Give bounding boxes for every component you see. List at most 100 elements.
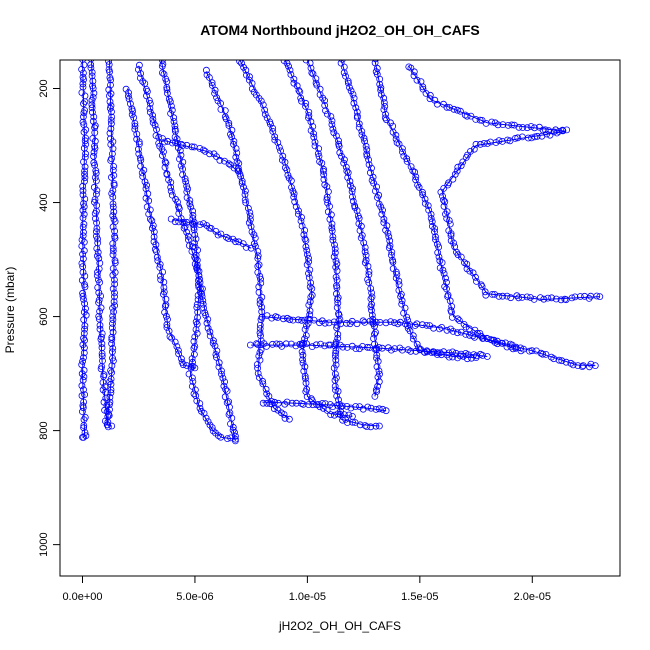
series-2 (103, 60, 119, 429)
data-point (333, 324, 341, 332)
data-point (446, 104, 454, 111)
data-point (368, 164, 375, 172)
series-16 (159, 135, 244, 178)
data-point (188, 374, 196, 382)
data-point (90, 148, 98, 156)
data-point (562, 358, 570, 366)
data-point (330, 411, 338, 419)
data-point (439, 192, 446, 200)
data-point (413, 320, 421, 328)
data-point (202, 66, 210, 74)
data-point (91, 174, 99, 181)
data-point (80, 113, 87, 121)
data-point (370, 335, 377, 342)
data-point (79, 292, 87, 300)
data-point (495, 292, 503, 300)
data-point (349, 418, 356, 426)
data-point (435, 253, 443, 261)
data-point (393, 271, 401, 278)
data-point (196, 144, 204, 152)
data-point (87, 61, 95, 69)
data-point (528, 134, 535, 142)
data-point (146, 105, 154, 112)
data-point (375, 405, 383, 413)
data-point (537, 294, 544, 302)
data-point (129, 107, 137, 115)
data-point (348, 342, 356, 350)
data-point (103, 421, 111, 429)
data-point (90, 89, 98, 97)
data-point (371, 345, 379, 353)
data-point (80, 203, 88, 211)
data-point (434, 249, 442, 257)
data-point (306, 315, 314, 323)
data-point (256, 325, 264, 332)
data-point (427, 214, 435, 222)
data-point (171, 338, 179, 346)
data-point (294, 316, 302, 324)
data-point (286, 66, 294, 74)
data-point (91, 124, 98, 132)
data-point (503, 292, 511, 300)
data-point (110, 171, 118, 179)
data-point (309, 70, 317, 78)
data-point (206, 328, 214, 336)
data-point (334, 387, 342, 395)
data-point (261, 106, 269, 114)
data-point (350, 94, 358, 102)
data-point (462, 330, 470, 338)
data-point (333, 260, 341, 268)
data-point (523, 124, 531, 132)
data-point (163, 323, 171, 331)
data-point (331, 352, 339, 360)
data-point (202, 311, 210, 319)
data-point (150, 228, 158, 236)
data-point (576, 293, 584, 300)
data-point (163, 321, 171, 329)
series-11 (371, 60, 525, 355)
data-point (179, 361, 187, 369)
data-point (79, 206, 87, 214)
data-point (368, 311, 376, 319)
data-point (99, 386, 107, 394)
data-point (270, 405, 278, 413)
data-point (453, 167, 461, 175)
data-point (355, 214, 363, 222)
data-point (483, 353, 491, 360)
data-point (109, 265, 117, 272)
data-point (287, 340, 295, 348)
data-point (204, 315, 212, 323)
data-point (463, 260, 471, 268)
data-point (124, 92, 132, 100)
data-point (457, 162, 465, 170)
data-point (541, 126, 549, 134)
data-point (498, 137, 506, 145)
data-point (109, 304, 116, 312)
data-point (462, 323, 470, 331)
data-point (88, 72, 96, 80)
data-point (179, 158, 187, 166)
data-point (174, 198, 181, 206)
x-tick-label: 1.0e-05 (289, 591, 326, 603)
data-point (256, 300, 264, 308)
data-point (325, 319, 333, 327)
data-point (94, 268, 101, 276)
data-point (93, 228, 100, 236)
data-point (190, 390, 198, 398)
data-point (202, 414, 210, 422)
data-point (109, 187, 117, 194)
data-point (374, 357, 382, 365)
y-axis: 200 400 600 800 1000 (38, 79, 61, 557)
data-point (432, 236, 439, 244)
data-point (107, 157, 115, 164)
data-point (315, 145, 323, 153)
y-axis-label: Pressure (mbar) (3, 267, 17, 354)
data-point (326, 341, 334, 349)
data-point (361, 244, 369, 251)
data-point (317, 340, 325, 348)
data-point (262, 385, 270, 393)
data-point (527, 294, 534, 301)
data-point (254, 268, 262, 276)
data-point (161, 163, 169, 171)
